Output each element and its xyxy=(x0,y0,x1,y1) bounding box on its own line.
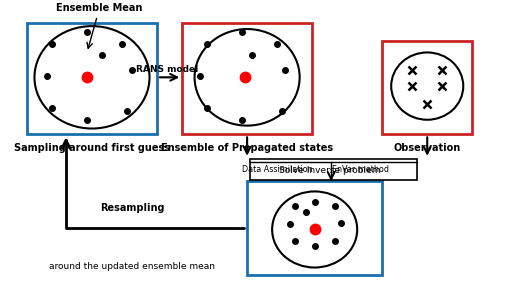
FancyBboxPatch shape xyxy=(382,41,472,134)
Text: Data Assimilation: Data Assimilation xyxy=(242,165,312,174)
Text: RANS model: RANS model xyxy=(136,65,198,74)
Ellipse shape xyxy=(272,192,357,268)
FancyBboxPatch shape xyxy=(182,23,312,134)
FancyBboxPatch shape xyxy=(247,181,382,275)
FancyBboxPatch shape xyxy=(249,159,417,180)
Ellipse shape xyxy=(35,26,150,128)
Text: Ensemble of Propagated states: Ensemble of Propagated states xyxy=(161,143,333,153)
Text: Resampling: Resampling xyxy=(100,202,164,213)
Text: Observation: Observation xyxy=(394,143,461,153)
Text: EnVar method: EnVar method xyxy=(332,165,389,174)
FancyBboxPatch shape xyxy=(27,23,157,134)
Text: Sampling around first guess: Sampling around first guess xyxy=(14,143,170,153)
Ellipse shape xyxy=(391,52,463,120)
Text: Solve Inverse problem: Solve Inverse problem xyxy=(279,166,380,175)
Text: Ensemble Mean: Ensemble Mean xyxy=(56,3,143,48)
Text: around the updated ensemble mean: around the updated ensemble mean xyxy=(49,262,215,271)
Ellipse shape xyxy=(195,29,300,126)
